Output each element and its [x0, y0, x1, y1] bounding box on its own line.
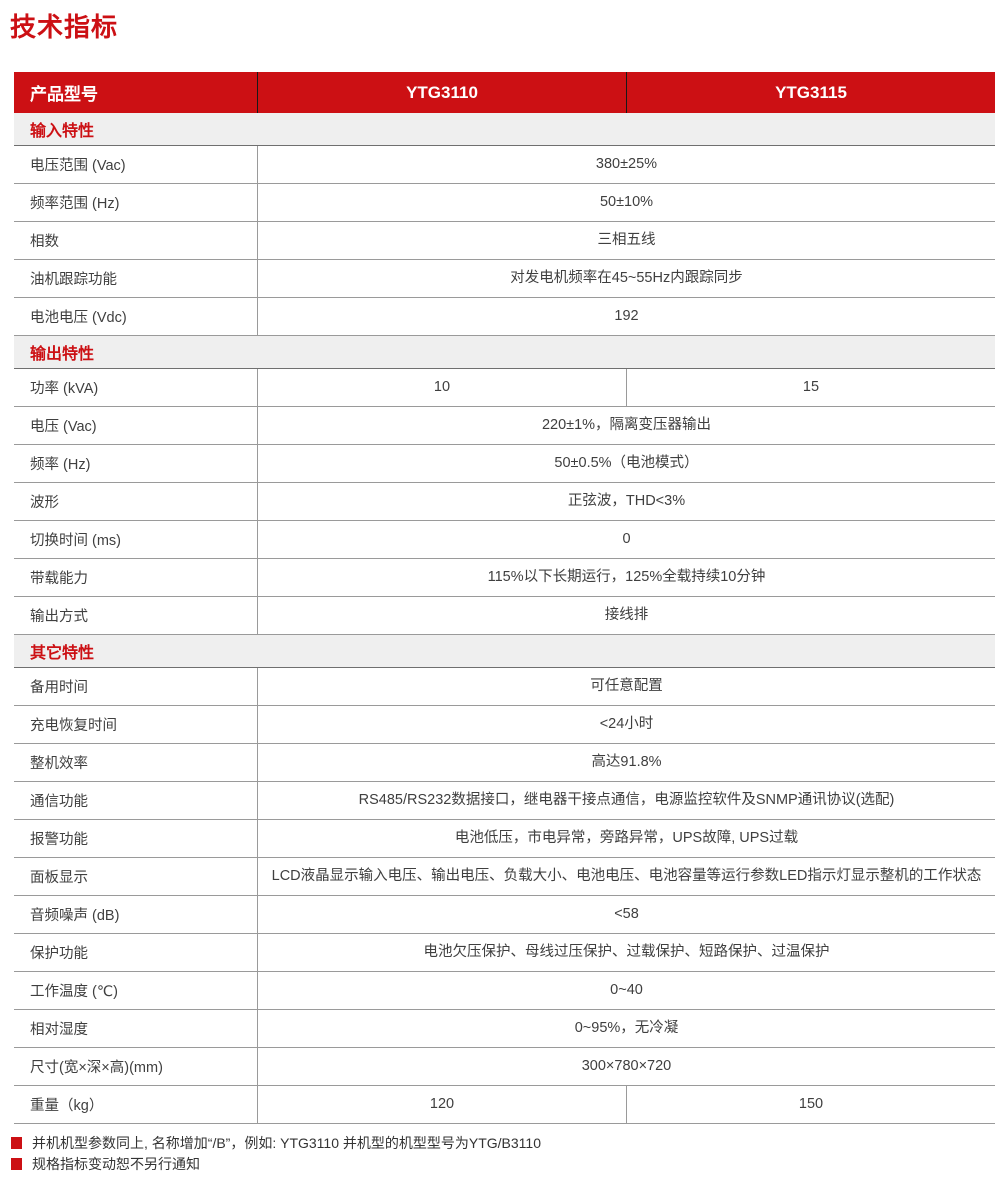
spec-table: 产品型号 YTG3110 YTG3115 输入特性电压范围 (Vac) 380±2…	[14, 72, 995, 1124]
row-label: 面板显示	[14, 858, 258, 895]
row-value-merged: 电池低压，市电异常，旁路异常，UPS故障, UPS过载	[454, 830, 799, 846]
table-row: 电压范围 (Vac) 380±25%	[14, 146, 995, 184]
section-header: 输入特性	[14, 113, 995, 146]
table-row: 充电恢复时间 <24小时	[14, 706, 995, 744]
row-label: 重量（kg）	[14, 1086, 258, 1123]
row-value-merged: 220±1%，隔离变压器输出	[541, 417, 712, 433]
table-row: 音频噪声 (dB) <58	[14, 896, 995, 934]
table-row: 频率范围 (Hz) 50±10%	[14, 184, 995, 222]
row-value-merged: 380±25%	[595, 156, 658, 172]
row-value-merged: 0~40	[610, 982, 643, 998]
bullet-square-icon	[11, 1158, 22, 1170]
page-title: 技术指标	[10, 12, 119, 42]
footnote-text: 并机机型参数同上, 名称增加“/B”，例如: YTG3110 并机型的机型型号为…	[32, 1135, 541, 1151]
row-value: 10	[433, 379, 451, 395]
footnotes: 并机机型参数同上, 名称增加“/B”，例如: YTG3110 并机型的机型型号为…	[11, 1133, 1000, 1174]
row-label: 音频噪声 (dB)	[14, 896, 258, 933]
row-value-merged: 可任意配置	[590, 678, 663, 694]
row-value-merged: LCD液晶显示输入电压、输出电压、负载大小、电池电压、电池容量等运行参数LED指…	[271, 868, 982, 884]
row-value-merged: RS485/RS232数据接口，继电器干接点通信，电源监控软件及SNMP通讯协议…	[358, 792, 895, 808]
table-row: 工作温度 (℃) 0~40	[14, 972, 995, 1010]
row-label: 输出方式	[14, 597, 258, 634]
table-row: 带载能力 115%以下长期运行，125%全载持续10分钟	[14, 559, 995, 597]
table-row: 波形 正弦波，THD<3%	[14, 483, 995, 521]
table-row: 保护功能 电池欠压保护、母线过压保护、过载保护、短路保护、过温保护	[14, 934, 995, 972]
row-value: 15	[626, 369, 995, 406]
section-title: 输入特性	[30, 123, 95, 140]
table-row: 电压 (Vac) 220±1%，隔离变压器输出	[14, 407, 995, 445]
table-row: 报警功能 电池低压，市电异常，旁路异常，UPS故障, UPS过载	[14, 820, 995, 858]
row-label: 电压 (Vac)	[14, 407, 258, 444]
row-label: 功率 (kVA)	[14, 369, 258, 406]
table-row: 备用时间 可任意配置	[14, 668, 995, 706]
row-value-merged: 0~95%，无冷凝	[574, 1020, 679, 1036]
row-value-merged: 300×780×720	[581, 1058, 672, 1074]
row-value-merged: 三相五线	[597, 232, 656, 248]
row-label: 频率范围 (Hz)	[14, 184, 258, 221]
row-value-merged: <24小时	[599, 716, 654, 732]
table-row: 频率 (Hz) 50±0.5%（电池模式）	[14, 445, 995, 483]
row-label: 油机跟踪功能	[14, 260, 258, 297]
row-value-merged: 0	[622, 531, 631, 547]
table-row: 面板显示 LCD液晶显示输入电压、输出电压、负载大小、电池电压、电池容量等运行参数…	[14, 858, 995, 896]
row-label: 尺寸(宽×深×高)(mm)	[14, 1048, 258, 1085]
row-label: 相数	[14, 222, 258, 259]
bullet-square-icon	[11, 1137, 22, 1149]
row-label: 电压范围 (Vac)	[14, 146, 258, 183]
row-value-merged: 192	[614, 308, 639, 324]
row-label: 充电恢复时间	[14, 706, 258, 743]
row-value-merged: 高达91.8%	[591, 754, 662, 770]
section-title: 其它特性	[30, 645, 95, 662]
row-label: 通信功能	[14, 782, 258, 819]
row-value-merged: 接线排	[604, 607, 649, 623]
row-value-merged: 正弦波，THD<3%	[567, 493, 686, 509]
row-label: 工作温度 (℃)	[14, 972, 258, 1009]
row-label: 电池电压 (Vdc)	[14, 298, 258, 335]
table-body: 输入特性电压范围 (Vac) 380±25% 频率范围 (Hz) 50±10% 相数 三相…	[14, 113, 995, 1124]
table-row: 功率 (kVA) 10 15	[14, 369, 995, 407]
table-row: 通信功能 RS485/RS232数据接口，继电器干接点通信，电源监控软件及SNMP…	[14, 782, 995, 820]
section-header: 其它特性	[14, 635, 995, 668]
row-label: 波形	[14, 483, 258, 520]
table-row: 切换时间 (ms) 0	[14, 521, 995, 559]
row-label: 保护功能	[14, 934, 258, 971]
table-row: 油机跟踪功能 对发电机频率在45~55Hz内跟踪同步	[14, 260, 995, 298]
row-label: 备用时间	[14, 668, 258, 705]
table-row: 相数 三相五线	[14, 222, 995, 260]
row-value: 120	[429, 1096, 455, 1112]
table-row: 整机效率 高达91.8%	[14, 744, 995, 782]
table-row: 重量（kg） 120 150	[14, 1086, 995, 1124]
section-header: 输出特性	[14, 336, 995, 369]
table-row: 尺寸(宽×深×高)(mm) 300×780×720	[14, 1048, 995, 1086]
row-label: 相对湿度	[14, 1010, 258, 1047]
row-value-merged: <58	[614, 906, 639, 922]
row-value: 150	[626, 1086, 995, 1123]
row-value-merged: 电池欠压保护、母线过压保护、过载保护、短路保护、过温保护	[423, 944, 830, 960]
table-header-row: 产品型号 YTG3110 YTG3115	[14, 72, 995, 113]
header-product-model-label: 产品型号	[14, 72, 258, 113]
footnote-item: 规格指标变动恕不另行通知	[11, 1154, 1000, 1174]
footnote-text: 规格指标变动恕不另行通知	[32, 1156, 200, 1172]
footnote-item: 并机机型参数同上, 名称增加“/B”，例如: YTG3110 并机型的机型型号为…	[11, 1133, 1000, 1153]
row-value-merged: 50±10%	[599, 194, 654, 210]
row-value-merged: 115%以下长期运行，125%全载持续10分钟	[487, 569, 766, 585]
table-row: 相对湿度 0~95%，无冷凝	[14, 1010, 995, 1048]
row-label: 带载能力	[14, 559, 258, 596]
row-value-merged: 对发电机频率在45~55Hz内跟踪同步	[510, 270, 743, 286]
row-label: 频率 (Hz)	[14, 445, 258, 482]
row-label: 整机效率	[14, 744, 258, 781]
row-label: 切换时间 (ms)	[14, 521, 258, 558]
section-title: 输出特性	[30, 346, 95, 363]
row-label: 报警功能	[14, 820, 258, 857]
header-model-ytg3110: YTG3110	[406, 82, 478, 102]
table-row: 电池电压 (Vdc) 192	[14, 298, 995, 336]
row-value-merged: 50±0.5%（电池模式）	[554, 455, 699, 471]
header-model-ytg3115: YTG3115	[626, 72, 995, 113]
table-row: 输出方式 接线排	[14, 597, 995, 635]
